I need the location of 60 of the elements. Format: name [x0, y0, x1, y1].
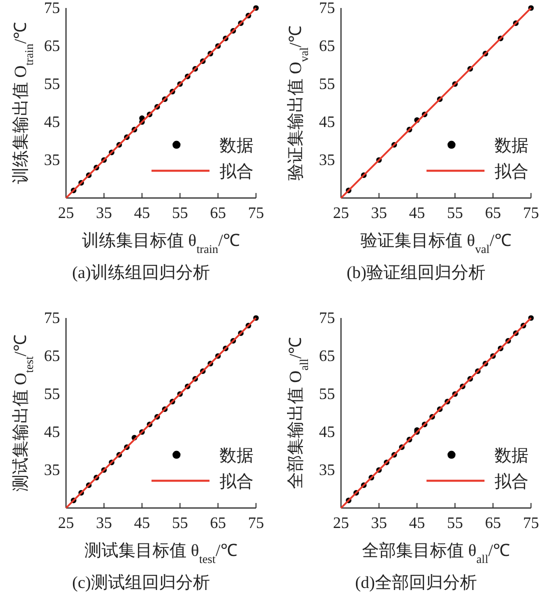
y-tick-label: 35 — [44, 462, 60, 479]
x-tick-label: 55 — [447, 205, 463, 222]
x-tick-label: 25 — [333, 515, 349, 532]
x-tick-label: 75 — [248, 205, 264, 222]
y-tick-label: 75 — [319, 0, 335, 17]
x-tick-label: 35 — [96, 515, 112, 532]
y-tick-label: 55 — [44, 76, 60, 93]
legend-label: 数据 — [220, 446, 254, 465]
x-axis-title: 测试集目标值 θ$_{test}$/℃ — [84, 541, 238, 566]
y-tick-label: 75 — [319, 310, 335, 327]
y-tick-label: 65 — [319, 348, 335, 365]
x-tick-label: 55 — [172, 515, 188, 532]
x-tick-label: 65 — [485, 515, 501, 532]
legend-label: 拟合 — [494, 162, 528, 181]
x-tick-label: 55 — [447, 515, 463, 532]
y-tick-label: 75 — [44, 0, 60, 17]
text: (a)训练组回归分析 — [72, 263, 210, 282]
x-tick-label: 65 — [485, 205, 501, 222]
text: (c)测试组回归分析 — [72, 573, 210, 592]
legend-label: 拟合 — [220, 162, 254, 181]
x-tick-label: 65 — [210, 205, 226, 222]
x-tick-label: 25 — [333, 205, 349, 222]
x-tick-label: 55 — [172, 205, 188, 222]
legend-label: 拟合 — [494, 472, 528, 491]
x-tick-label: 75 — [523, 205, 539, 222]
legend-label: 拟合 — [220, 472, 254, 491]
x-tick-label: 35 — [96, 205, 112, 222]
x-tick-label: 65 — [210, 515, 226, 532]
x-tick-label: 45 — [409, 515, 425, 532]
x-tick-label: 35 — [371, 515, 387, 532]
y-tick-label: 65 — [44, 348, 60, 365]
legend-label: 数据 — [494, 446, 528, 465]
text: (b)验证组回归分析 — [346, 263, 486, 282]
legend-label: 数据 — [494, 136, 528, 155]
y-tick-label: 45 — [319, 424, 335, 441]
x-tick-label: 25 — [58, 205, 74, 222]
legend-label: 数据 — [220, 136, 254, 155]
y-tick-label: 45 — [44, 424, 60, 441]
y-tick-label: 35 — [319, 462, 335, 479]
x-axis-title: 验证集目标值 θ$_{val}$/℃ — [360, 231, 512, 256]
text: (d)全部回归分析 — [355, 573, 477, 592]
x-tick-label: 25 — [58, 515, 74, 532]
x-tick-label: 45 — [409, 205, 425, 222]
y-tick-label: 65 — [44, 38, 60, 55]
y-tick-label: 55 — [319, 386, 335, 403]
y-tick-label: 55 — [319, 76, 335, 93]
y-tick-label: 65 — [319, 38, 335, 55]
y-tick-label: 45 — [319, 114, 335, 131]
x-tick-label: 75 — [523, 515, 539, 532]
y-tick-label: 45 — [44, 114, 60, 131]
x-axis-title: 训练集目标值 θ$_{train}$/℃ — [82, 231, 240, 256]
x-tick-label: 45 — [134, 205, 150, 222]
y-tick-label: 55 — [44, 386, 60, 403]
x-tick-label: 35 — [371, 205, 387, 222]
y-tick-label: 35 — [319, 152, 335, 169]
y-tick-label: 35 — [44, 152, 60, 169]
y-tick-label: 75 — [44, 310, 60, 327]
x-tick-label: 75 — [248, 515, 264, 532]
x-axis-title: 全部集目标值 θ$_{all}$/℃ — [362, 541, 510, 566]
x-tick-label: 45 — [134, 515, 150, 532]
